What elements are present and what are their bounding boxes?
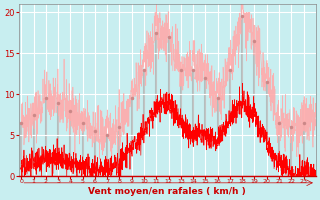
X-axis label: Vent moyen/en rafales ( km/h ): Vent moyen/en rafales ( km/h ) [88,187,246,196]
